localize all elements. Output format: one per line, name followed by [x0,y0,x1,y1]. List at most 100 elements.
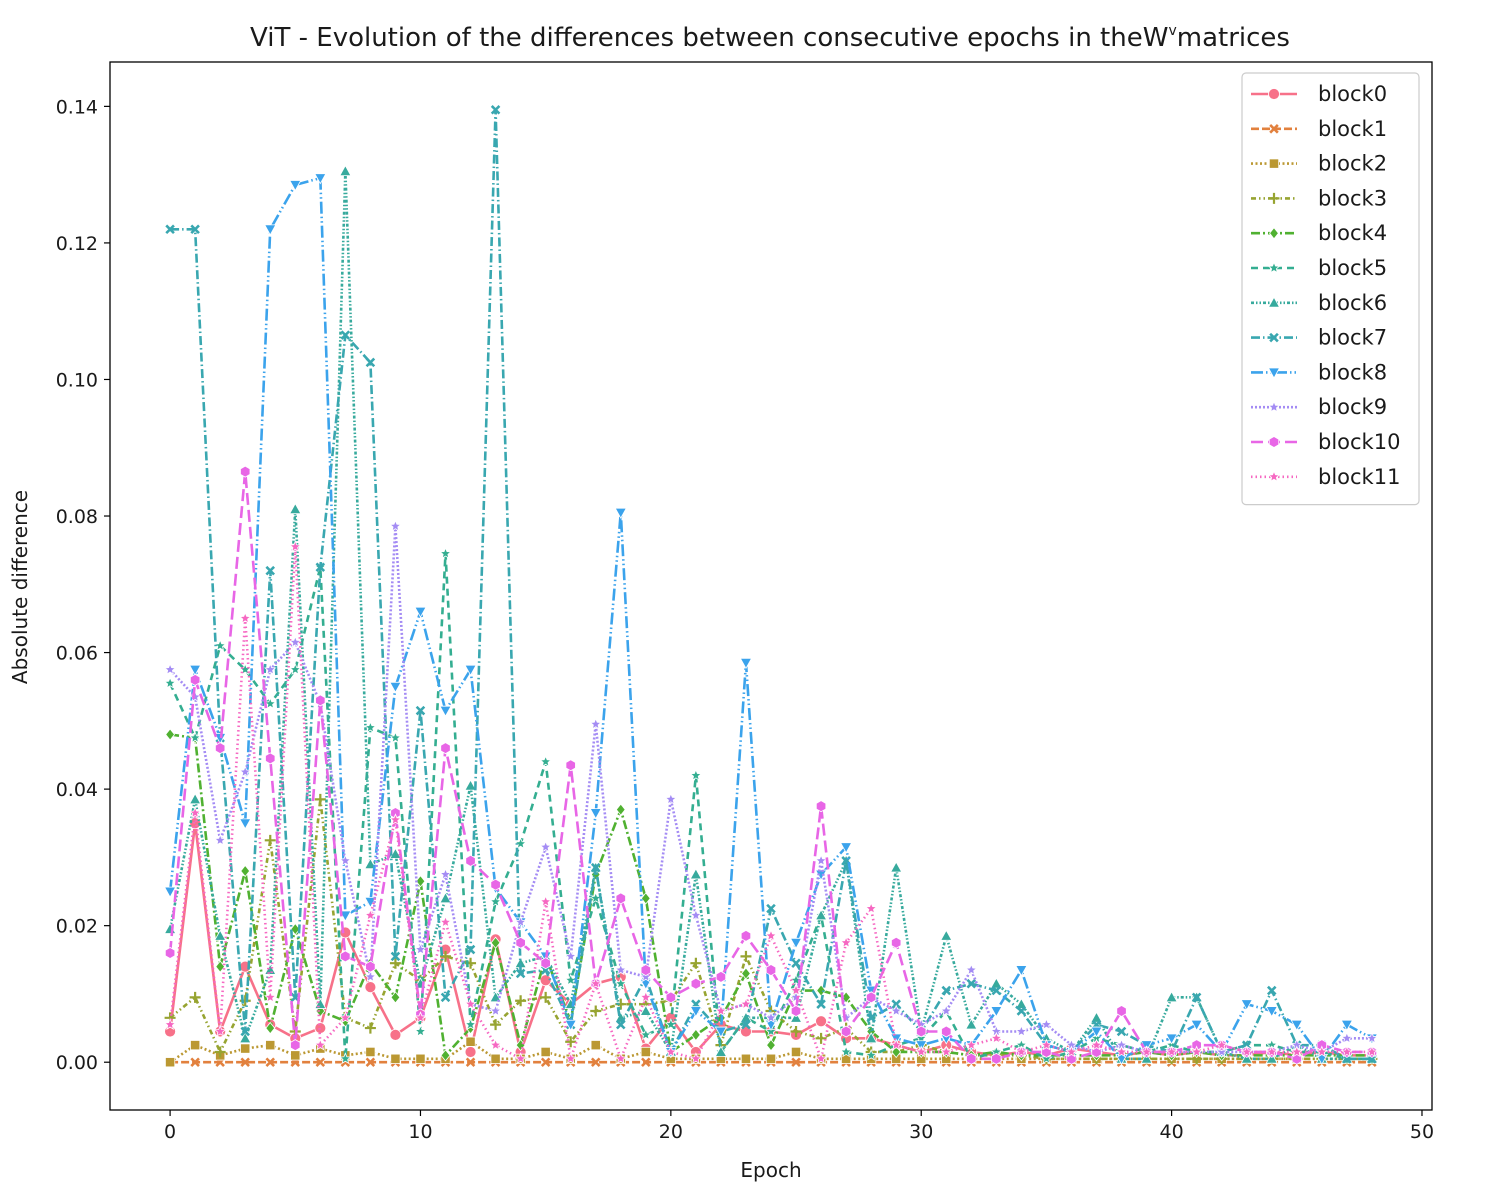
data-point-block0 [389,1028,402,1041]
legend-box [1241,72,1420,506]
data-point-block2 [265,1040,276,1051]
data-point-block6 [1265,1052,1278,1064]
data-point-block7 [991,985,1002,996]
data-point-block9 [389,519,402,532]
legend-label: block7 [1318,326,1387,350]
data-point-block10 [265,752,276,765]
data-point-block6 [814,909,828,921]
legend-marker [1267,296,1281,308]
data-point-block9 [539,840,552,853]
data-point-block5 [614,977,627,989]
data-point-block5 [439,547,452,559]
legend-item: block7 [1251,326,1387,350]
data-point-block5 [539,755,552,768]
axes-frame [109,61,1433,1111]
data-point-block2 [240,1043,251,1054]
data-point-block7 [240,1026,250,1037]
data-point-block2 [465,1036,476,1047]
data-point-block6 [289,502,302,514]
data-point-block0 [164,1025,176,1038]
data-point-block3 [389,957,401,969]
data-point-block7 [490,105,501,115]
data-point-block2 [790,1046,802,1058]
data-point-block6 [339,164,352,177]
data-point-block7 [190,224,200,235]
data-point-block9 [213,833,227,846]
data-point-block11 [789,983,803,996]
data-point-block11 [314,1038,327,1051]
data-point-block10 [189,673,201,686]
data-point-block11 [1065,1045,1078,1058]
data-point-block4 [640,892,651,905]
data-point-block10 [640,964,651,977]
data-point-block11 [339,1011,352,1024]
data-point-block8 [789,937,803,950]
axes: 0 10 20 30 40 50 0.00 0.02 0.04 0.06 0.08 0.10 0.12 0… [56,61,1434,1143]
data-point-block0 [539,974,552,987]
legend-marker [1269,332,1279,343]
data-point-block3 [515,995,527,1007]
data-point-block9 [889,1004,903,1017]
data-point-block6 [264,963,277,975]
data-point-block8 [564,1019,577,1031]
data-point-block1 [590,1057,601,1067]
data-point-block5 [1040,1052,1053,1065]
data-point-block10 [515,936,526,949]
data-point-block5 [689,768,703,781]
data-point-block11 [1040,1038,1053,1051]
data-point-block10 [690,977,702,990]
data-point-block4 [766,1038,776,1052]
data-point-block7 [165,224,175,235]
data-point-block8 [364,896,377,909]
legend-marker [1267,261,1281,274]
legend-marker [1267,400,1281,413]
data-point-block11 [464,997,477,1010]
data-point-block11 [1165,1045,1178,1058]
data-point-block10 [465,854,476,867]
data-point-block10 [740,929,752,942]
data-point-block11 [689,1052,703,1065]
legend-item: block0 [1251,82,1387,106]
data-point-block3 [790,1025,802,1037]
data-point-block10 [916,1025,927,1038]
data-point-block7 [616,1019,626,1030]
legend-marker [1267,470,1281,483]
data-point-block4 [390,991,401,1004]
data-point-block8 [163,886,177,898]
data-point-block11 [1240,1045,1253,1058]
data-point-block10 [215,742,226,755]
data-point-block6 [714,1045,728,1057]
data-point-block1 [240,1057,250,1067]
data-point-block11 [1265,1045,1278,1058]
data-point-block8 [589,808,602,820]
data-point-block9 [238,765,252,778]
data-point-block11 [1290,1045,1304,1058]
legend-label: block3 [1318,186,1387,210]
data-point-block3 [189,991,201,1003]
legend-marker [1269,227,1279,240]
data-point-block8 [614,507,627,519]
data-point-block11 [1215,1038,1228,1051]
legend-label: block11 [1318,465,1400,489]
data-point-block5 [489,895,502,908]
data-point-block11 [389,813,402,826]
legend-label: block5 [1318,256,1387,280]
data-point-block11 [489,1038,502,1051]
data-point-block10 [815,800,827,813]
data-point-block8 [1340,1019,1354,1031]
data-point-block9 [1015,1024,1028,1037]
data-point-block10 [565,759,576,772]
data-point-block5 [864,1048,878,1061]
data-point-block3 [314,793,326,805]
data-point-block7 [340,330,351,340]
data-point-block1 [641,1057,651,1067]
data-point-block11 [238,611,252,624]
data-point-block10 [966,1052,977,1065]
data-point-block11 [163,1018,177,1030]
legend: block0 block1 block2 block3 block4 block5 bloc… [1241,72,1420,506]
data-point-block10 [941,1025,952,1038]
y-tick-label: 0.12 [56,233,98,255]
data-point-block3 [815,1032,827,1044]
data-point-block5 [839,1045,853,1058]
data-point-block5 [414,1024,427,1037]
